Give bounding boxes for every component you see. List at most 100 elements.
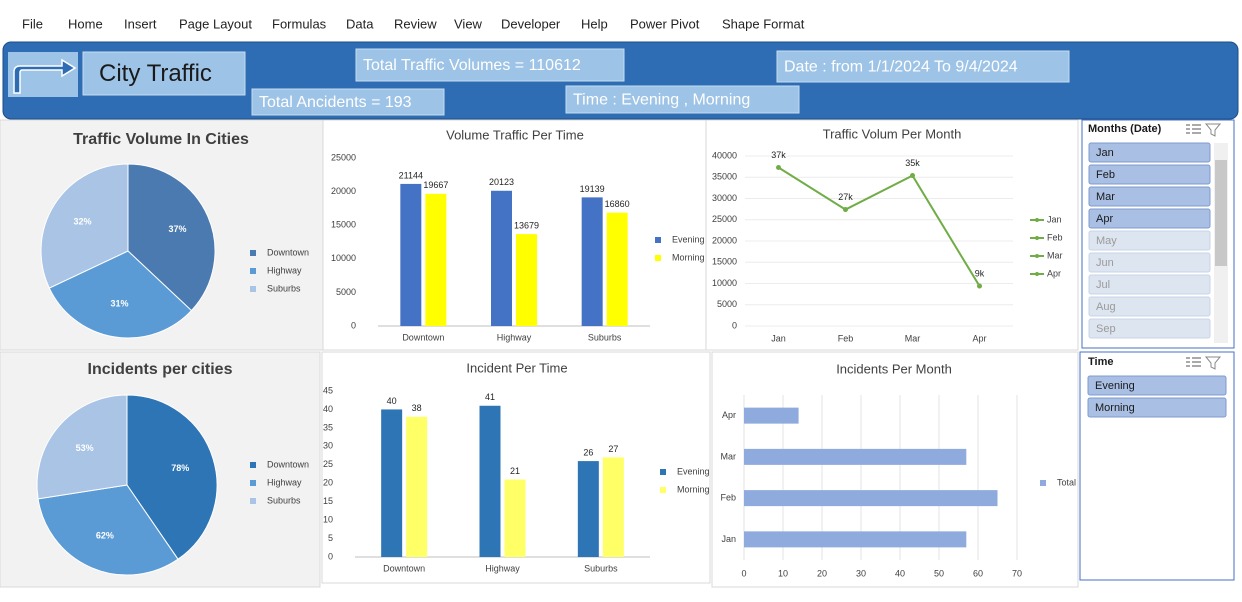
menu-item[interactable]: Page Layout bbox=[179, 16, 252, 31]
data-label: 62% bbox=[96, 531, 114, 541]
y-tick-label: Apr bbox=[722, 410, 736, 420]
data-label: 40 bbox=[387, 396, 397, 406]
data-label: 19667 bbox=[423, 180, 448, 190]
data-label: 37% bbox=[168, 224, 186, 234]
y-tick-label: 40 bbox=[323, 404, 333, 414]
panel bbox=[711, 351, 1079, 588]
slicer-item[interactable] bbox=[1088, 164, 1211, 185]
legend-swatch bbox=[250, 268, 256, 274]
slicer-item[interactable] bbox=[1088, 274, 1211, 295]
multi-select-icon[interactable] bbox=[1186, 124, 1201, 134]
chart-title: Traffic Volume In Cities bbox=[73, 131, 249, 148]
legend-label: Morning bbox=[672, 252, 705, 262]
data-label: 32% bbox=[73, 216, 91, 226]
bar bbox=[744, 490, 998, 507]
data-label: 16860 bbox=[605, 199, 630, 209]
kpi-box: Total Traffic Volumes = 110612 bbox=[363, 57, 581, 74]
y-tick-label: 20000 bbox=[712, 235, 737, 245]
header-title-bg bbox=[82, 51, 246, 96]
menu-item[interactable]: Help bbox=[581, 16, 608, 31]
legend-swatch bbox=[1035, 236, 1039, 240]
x-tick-label: 40 bbox=[895, 568, 905, 578]
x-tick-label: Apr bbox=[972, 333, 986, 343]
x-tick-label: 50 bbox=[934, 568, 944, 578]
y-tick-label: 30 bbox=[323, 441, 333, 451]
kpi-box: Date : from 1/1/2024 To 9/4/2024 bbox=[784, 59, 1018, 76]
slicer-item-label: Aug bbox=[1096, 301, 1116, 313]
legend-swatch bbox=[250, 462, 256, 468]
slicer-item-label: Feb bbox=[1096, 169, 1115, 181]
slicer-item-label: Apr bbox=[1096, 213, 1113, 225]
bar bbox=[581, 197, 603, 326]
data-label: 37k bbox=[771, 150, 786, 160]
slicer-item-label: Morning bbox=[1095, 402, 1135, 414]
y-tick-label: 0 bbox=[732, 320, 737, 330]
data-label: 27k bbox=[838, 192, 853, 202]
x-tick-label: Highway bbox=[485, 563, 520, 573]
menu-item[interactable]: Formulas bbox=[272, 16, 327, 31]
clear-filter-icon[interactable] bbox=[1204, 123, 1222, 137]
menu-item[interactable]: Home bbox=[68, 16, 103, 31]
pie-slice bbox=[37, 484, 179, 576]
y-tick-label: 10 bbox=[323, 514, 333, 524]
line-point bbox=[910, 173, 915, 179]
menu-item[interactable]: File bbox=[22, 16, 43, 31]
y-tick-label: 0 bbox=[351, 320, 356, 330]
slicer-item[interactable] bbox=[1088, 252, 1211, 273]
kpi-box-bg bbox=[565, 85, 800, 114]
legend-swatch bbox=[250, 498, 256, 504]
kpi-box-bg bbox=[251, 88, 445, 116]
line-point bbox=[776, 164, 781, 170]
legend-label: Downtown bbox=[267, 459, 309, 469]
slicer-item[interactable] bbox=[1088, 296, 1211, 317]
legend-swatch bbox=[1035, 254, 1039, 258]
x-tick-label: 60 bbox=[973, 568, 983, 578]
slicer-item[interactable] bbox=[1088, 208, 1211, 229]
slicer-item[interactable] bbox=[1088, 230, 1211, 251]
menu-item[interactable]: Review bbox=[394, 16, 437, 31]
menu-item[interactable]: Developer bbox=[501, 16, 561, 31]
data-label: 78% bbox=[171, 463, 189, 473]
y-tick-label: 15000 bbox=[712, 257, 737, 267]
y-tick-label: 25 bbox=[323, 459, 333, 469]
legend-swatch bbox=[660, 487, 666, 493]
bar bbox=[381, 409, 403, 557]
bar bbox=[516, 234, 537, 326]
slicer-item[interactable] bbox=[1087, 375, 1227, 396]
legend-label: Jan bbox=[1047, 214, 1062, 224]
y-tick-label: Mar bbox=[721, 451, 737, 461]
pie-slice bbox=[48, 250, 193, 339]
legend-swatch bbox=[655, 237, 661, 243]
slicer-item-label: Mar bbox=[1096, 191, 1115, 203]
data-label: 9k bbox=[975, 268, 985, 278]
menu-item[interactable]: Insert bbox=[124, 16, 157, 31]
legend-label: Morning bbox=[677, 484, 710, 494]
menu-item[interactable]: View bbox=[454, 16, 483, 31]
multi-select-icon[interactable] bbox=[1186, 357, 1201, 367]
kpi-box: Total Ancidents = 193 bbox=[259, 94, 412, 111]
bar bbox=[504, 479, 526, 557]
menu-item[interactable]: Data bbox=[346, 16, 374, 31]
menu-item[interactable]: Shape Format bbox=[722, 16, 805, 31]
slicer-item-label: Jul bbox=[1096, 279, 1110, 291]
slicer-item[interactable] bbox=[1088, 186, 1211, 207]
data-label: 35k bbox=[905, 158, 920, 168]
data-label: 26 bbox=[583, 447, 593, 457]
legend-swatch bbox=[655, 255, 661, 261]
legend-label: Feb bbox=[1047, 232, 1063, 242]
y-tick-label: 10000 bbox=[712, 278, 737, 288]
slicer-item[interactable] bbox=[1088, 142, 1211, 163]
slicer-title: Time bbox=[1088, 356, 1113, 368]
slicer-item[interactable] bbox=[1087, 397, 1227, 418]
clear-filter-icon[interactable] bbox=[1204, 356, 1222, 370]
x-tick-label: 10 bbox=[778, 568, 788, 578]
bar bbox=[602, 457, 624, 557]
slicer-item[interactable] bbox=[1088, 318, 1211, 339]
y-tick-label: Jan bbox=[721, 534, 736, 544]
pie-slice bbox=[40, 163, 129, 289]
menu-item[interactable]: Power Pivot bbox=[630, 16, 700, 31]
data-label: 53% bbox=[76, 443, 94, 453]
data-label: 21144 bbox=[399, 170, 423, 180]
scroll-thumb[interactable] bbox=[1215, 160, 1227, 266]
